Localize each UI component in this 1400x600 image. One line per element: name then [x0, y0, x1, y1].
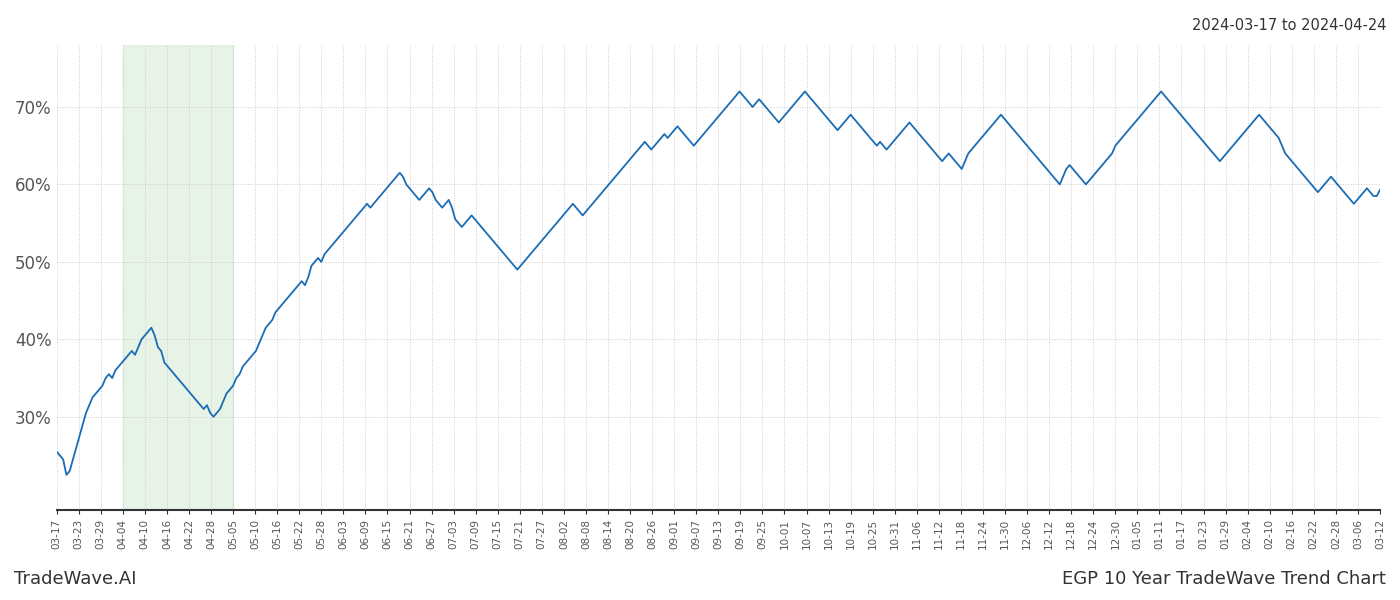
Text: 2024-03-17 to 2024-04-24: 2024-03-17 to 2024-04-24: [1191, 18, 1386, 33]
Text: EGP 10 Year TradeWave Trend Chart: EGP 10 Year TradeWave Trend Chart: [1063, 570, 1386, 588]
Text: TradeWave.AI: TradeWave.AI: [14, 570, 137, 588]
Bar: [123, 45, 232, 510]
